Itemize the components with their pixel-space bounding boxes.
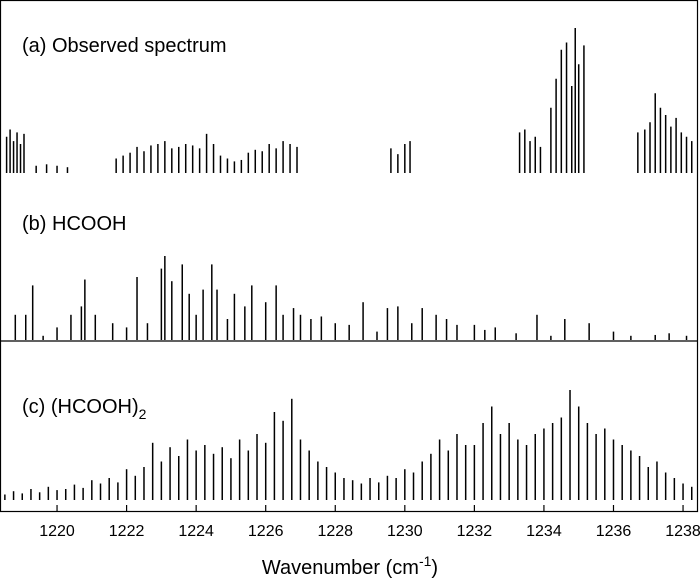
plot-frame xyxy=(0,0,699,513)
panel-title: (b) HCOOH xyxy=(22,213,126,235)
x-axis-label-end: ) xyxy=(431,557,438,579)
x-axis-label: Wavenumber (cm-1) xyxy=(262,553,438,579)
x-tick-label: 1230 xyxy=(387,523,423,540)
x-axis-label-text: Wavenumber (cm xyxy=(262,557,419,579)
x-tick-label: 1222 xyxy=(109,523,145,540)
panel-title: (a) Observed spectrum xyxy=(22,35,227,57)
panel-title-text: (c) (HCOOH) xyxy=(22,396,139,418)
x-tick-label: 1238 xyxy=(665,523,700,540)
panel-title: (c) (HCOOH)2 xyxy=(22,396,147,422)
x-axis-label-sup: -1 xyxy=(419,553,432,569)
panel-title-text: (a) Observed spectrum xyxy=(22,35,227,57)
panel-title-text: (b) HCOOH xyxy=(22,213,126,235)
x-tick-label: 1224 xyxy=(178,523,214,540)
x-tick-label: 1234 xyxy=(526,523,562,540)
x-tick-label: 1232 xyxy=(457,523,493,540)
panel-title-sub: 2 xyxy=(139,406,147,422)
x-tick-label: 1220 xyxy=(39,523,75,540)
x-tick-label: 1228 xyxy=(317,523,353,540)
x-tick-label: 1226 xyxy=(248,523,284,540)
x-tick-label: 1236 xyxy=(596,523,632,540)
